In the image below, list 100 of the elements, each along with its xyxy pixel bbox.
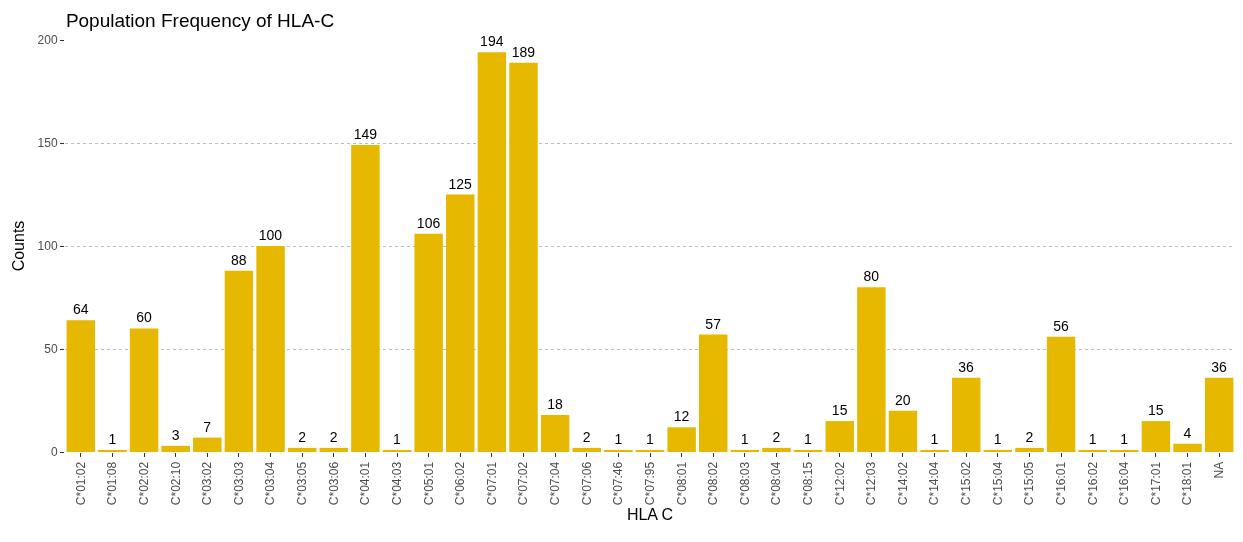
x-tick-label: C*05:01	[421, 461, 436, 506]
data-label: 57	[705, 315, 722, 332]
bar	[540, 414, 570, 452]
data-label: 80	[863, 268, 880, 285]
y-tick-label: 200	[37, 33, 58, 48]
data-label: 1	[1088, 430, 1097, 447]
x-tick-label: C*15:02	[959, 461, 974, 506]
x-tick-label: C*07:06	[579, 461, 594, 506]
data-label: 36	[1211, 358, 1228, 375]
x-tick-label: C*03:02	[200, 461, 215, 506]
x-tick-label: C*12:03	[864, 461, 879, 506]
data-label: 7	[203, 418, 212, 435]
data-label: 12	[673, 408, 690, 425]
x-tick-label: C*18:01	[1180, 461, 1195, 506]
data-label: 2	[298, 428, 307, 445]
bar	[825, 421, 854, 452]
data-label: 1	[393, 430, 402, 447]
x-tick-label: C*03:03	[231, 461, 246, 506]
y-tick-label: 50	[44, 342, 58, 357]
bar	[98, 449, 127, 452]
bar	[857, 287, 886, 452]
x-tick-label: C*03:05	[295, 461, 310, 506]
bar	[762, 447, 791, 452]
x-tick-label: C*15:04	[990, 461, 1005, 506]
data-label: 100	[258, 227, 283, 243]
bar	[161, 445, 190, 452]
data-label: 1	[646, 430, 654, 447]
x-tick-label: C*14:04	[927, 461, 942, 506]
x-tick-label: C*04:01	[358, 461, 373, 506]
bar	[351, 145, 380, 452]
data-label: 4	[1183, 424, 1192, 441]
x-tick-label: C*08:03	[737, 461, 752, 506]
x-tick-label: C*14:02	[895, 461, 910, 506]
x-tick-label: C*02:10	[168, 461, 183, 506]
bar	[983, 449, 1013, 452]
chart-title: Population Frequency of HLA-C	[65, 9, 335, 31]
bar	[951, 377, 981, 452]
bar	[256, 246, 285, 452]
x-tick-label: C*03:04	[263, 461, 278, 506]
data-label: 125	[448, 175, 473, 192]
x-tick-label: C*03:06	[326, 461, 341, 506]
x-tick-label: C*08:02	[706, 461, 721, 506]
data-label: 2	[582, 428, 591, 445]
data-label: 18	[547, 395, 564, 412]
bar	[1078, 449, 1107, 452]
bar	[224, 270, 254, 452]
x-tick-label: C*08:04	[769, 461, 784, 506]
x-tick-label: C*16:02	[1085, 461, 1100, 506]
y-tick-label: 150	[37, 136, 58, 151]
data-label: 15	[831, 402, 848, 419]
bar	[193, 437, 222, 452]
data-label: 194	[480, 33, 504, 50]
data-label: 106	[416, 214, 441, 231]
bar	[1204, 377, 1234, 452]
x-tick-label: C*07:46	[611, 461, 626, 506]
x-tick-label: C*08:15	[801, 461, 816, 506]
bar	[477, 52, 507, 452]
bar	[66, 320, 96, 452]
bar	[446, 194, 475, 452]
data-label: 1	[614, 430, 623, 447]
y-tick-label: 0	[50, 445, 58, 460]
bar	[635, 449, 665, 452]
bar	[920, 449, 949, 452]
data-label: 149	[353, 126, 378, 143]
x-tick-label: C*07:02	[516, 461, 531, 506]
x-tick-label: C*12:02	[832, 461, 847, 506]
x-axis-title: HLA C	[626, 505, 674, 523]
bar	[572, 447, 601, 452]
bar	[730, 449, 760, 452]
bar	[1110, 449, 1139, 452]
data-label: 20	[895, 391, 911, 408]
x-tick-label: C*16:04	[1117, 461, 1132, 506]
data-label: 1	[930, 430, 939, 447]
x-tick-label: C*07:95	[642, 461, 657, 506]
bar	[699, 334, 728, 452]
x-tick-label: C*16:01	[1053, 461, 1068, 506]
bar	[509, 62, 538, 452]
data-label: 1	[993, 430, 1002, 447]
bar	[1046, 336, 1076, 452]
bar	[1015, 447, 1044, 452]
data-label: 2	[329, 428, 338, 445]
data-label: 3	[171, 426, 180, 443]
data-label: 2	[1025, 428, 1034, 445]
data-label: 1	[108, 430, 117, 447]
x-tick-label: C*07:04	[548, 461, 563, 506]
data-label: 64	[72, 301, 89, 318]
bar	[888, 410, 918, 452]
x-tick-label: NA	[1212, 461, 1227, 479]
data-label: 60	[136, 309, 152, 326]
data-label: 36	[958, 358, 975, 375]
x-tick-label: C*15:05	[1022, 461, 1037, 506]
bar	[1141, 421, 1171, 452]
data-label: 2	[772, 428, 781, 445]
bar	[287, 447, 317, 452]
data-label: 88	[231, 251, 247, 268]
bar	[793, 449, 823, 452]
data-label: 15	[1148, 402, 1164, 419]
data-label: 1	[1120, 430, 1129, 447]
bar	[1173, 443, 1202, 452]
x-tick-label: C*07:01	[484, 461, 499, 506]
